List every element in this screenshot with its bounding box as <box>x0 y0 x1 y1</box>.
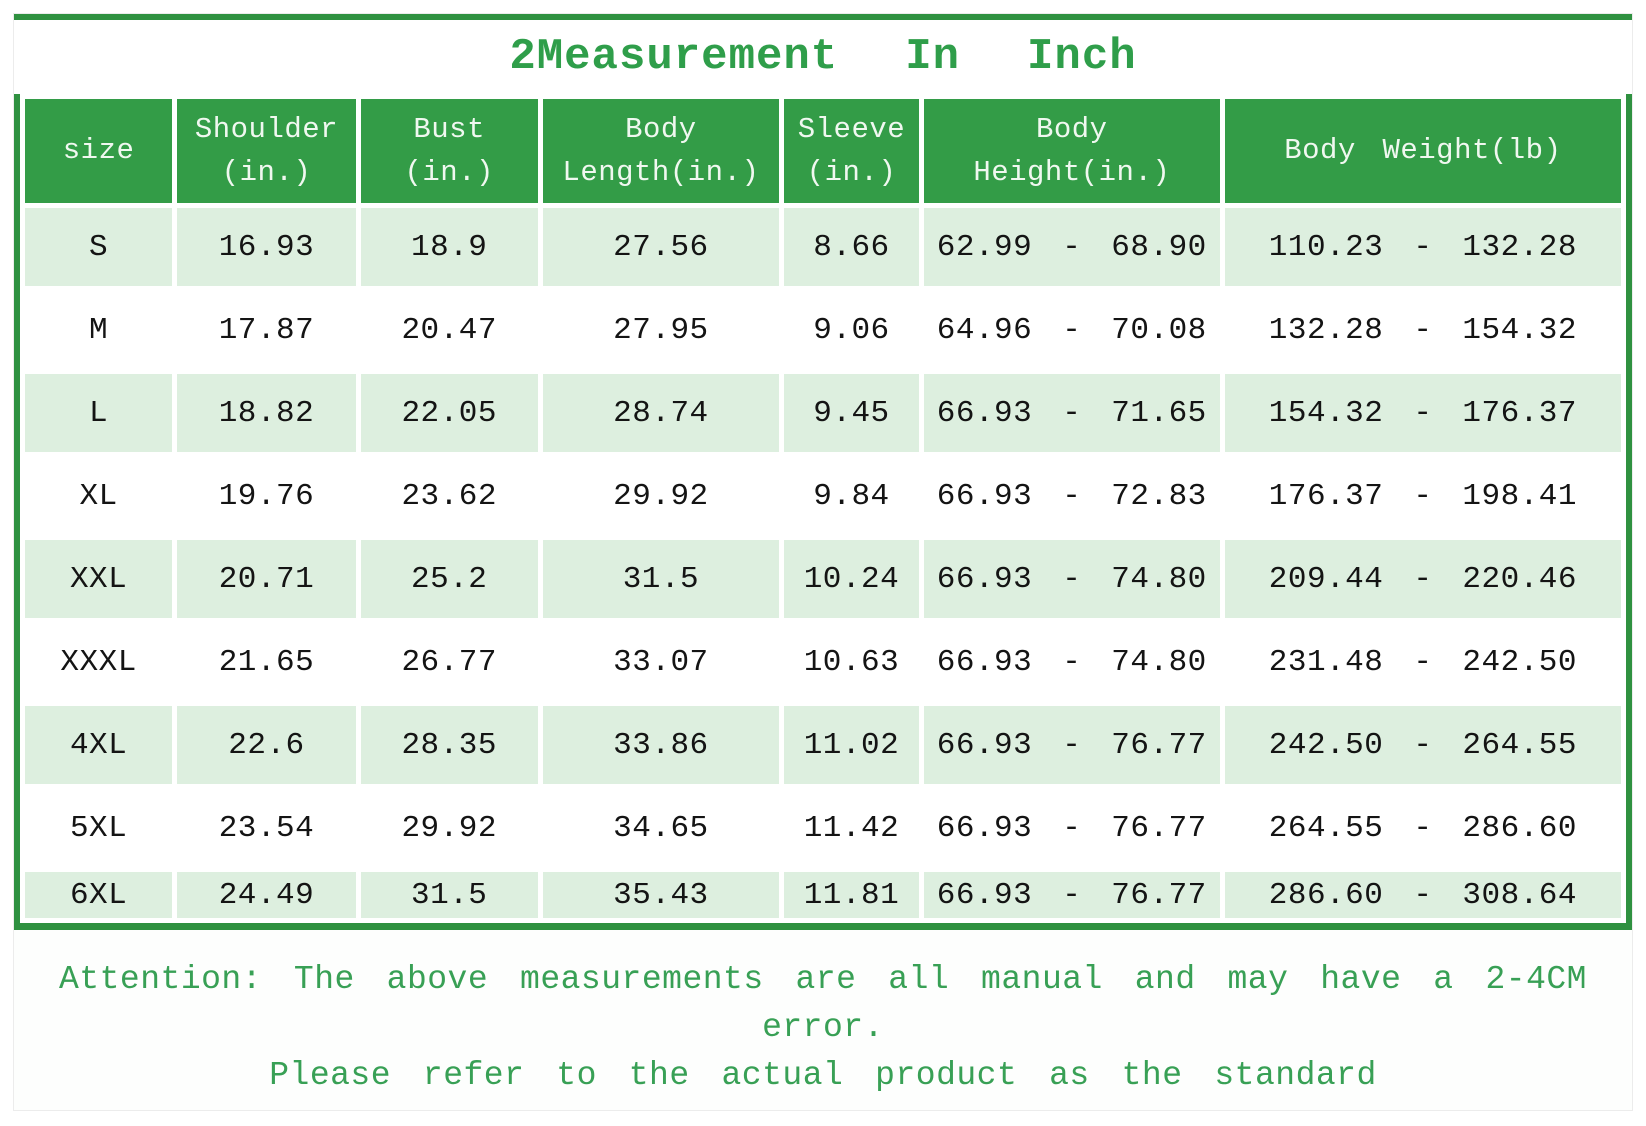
measurement-cell: 27.56 <box>542 208 780 286</box>
table-row: 6XL 24.49 31.5 35.43 11.81 66.93 - 76.77 286.6… <box>25 872 1621 918</box>
measurement-cell: 25.2 <box>360 540 538 618</box>
size-cell: XL <box>25 457 173 535</box>
measurement-cell: 66.93 - 76.77 <box>923 789 1220 867</box>
measurement-cell: 242.50 - 264.55 <box>1224 706 1621 784</box>
measurement-cell: 29.92 <box>542 457 780 535</box>
title-band: 2Measurement In Inch <box>14 20 1632 94</box>
measurement-cell: 31.5 <box>360 872 538 918</box>
measurement-cell: 11.42 <box>784 789 919 867</box>
measurement-cell: 21.65 <box>177 623 356 701</box>
measurement-cell: 27.95 <box>542 291 780 369</box>
measurement-cell: 35.43 <box>542 872 780 918</box>
attention-line-2: Please refer to the actual product as th… <box>269 1056 1377 1094</box>
measurement-cell: 29.92 <box>360 789 538 867</box>
measurement-cell: 66.93 - 72.83 <box>923 457 1220 535</box>
table-row: XXL 20.71 25.2 31.5 10.24 66.93 - 74.80 209.44… <box>25 540 1621 618</box>
measurement-cell: 132.28 - 154.32 <box>1224 291 1621 369</box>
measurement-cell: 33.07 <box>542 623 780 701</box>
content-frame: 2Measurement In Inch size Shoulder (in.) Bu… <box>13 13 1633 1111</box>
size-cell: XXXL <box>25 623 173 701</box>
size-cell: M <box>25 291 173 369</box>
measurement-cell: 66.93 - 76.77 <box>923 706 1220 784</box>
size-cell: 6XL <box>25 872 173 918</box>
measurement-cell: 22.6 <box>177 706 356 784</box>
measurement-cell: 154.32 - 176.37 <box>1224 374 1621 452</box>
measurement-cell: 66.93 - 74.80 <box>923 540 1220 618</box>
measurement-cell: 20.71 <box>177 540 356 618</box>
column-header: Body Height(in.) <box>923 99 1220 203</box>
measurement-cell: 28.74 <box>542 374 780 452</box>
table-row: XL 19.76 23.62 29.92 9.84 66.93 - 72.83 176.37… <box>25 457 1621 535</box>
top-border-line <box>14 14 1632 20</box>
measurement-cell: 18.82 <box>177 374 356 452</box>
measurement-cell: 264.55 - 286.60 <box>1224 789 1621 867</box>
table-row: M 17.87 20.47 27.95 9.06 64.96 - 70.08 132.28 … <box>25 291 1621 369</box>
measurement-cell: 16.93 <box>177 208 356 286</box>
measurement-cell: 66.93 - 71.65 <box>923 374 1220 452</box>
measurement-cell: 9.06 <box>784 291 919 369</box>
column-header: Body Weight(lb) <box>1224 99 1621 203</box>
attention-line-1: Attention: The above measurements are al… <box>59 961 1587 1046</box>
table-row: S 16.93 18.9 27.56 8.66 62.99 - 68.90 110.23 -… <box>25 208 1621 286</box>
column-header: Sleeve (in.) <box>784 99 919 203</box>
size-cell: 4XL <box>25 706 173 784</box>
measurement-cell: 18.9 <box>360 208 538 286</box>
size-cell: S <box>25 208 173 286</box>
measurement-cell: 10.63 <box>784 623 919 701</box>
measurement-cell: 62.99 - 68.90 <box>923 208 1220 286</box>
measurement-cell: 9.45 <box>784 374 919 452</box>
measurement-cell: 66.93 - 76.77 <box>923 872 1220 918</box>
measurement-cell: 11.81 <box>784 872 919 918</box>
column-header: Body Length(in.) <box>542 99 780 203</box>
measurement-cell: 34.65 <box>542 789 780 867</box>
measurement-cell: 209.44 - 220.46 <box>1224 540 1621 618</box>
size-table-frame: size Shoulder (in.) Bust (in.) Body Length(in.… <box>14 94 1632 930</box>
measurement-cell: 10.24 <box>784 540 919 618</box>
column-header: Bust (in.) <box>360 99 538 203</box>
measurement-cell: 9.84 <box>784 457 919 535</box>
measurement-cell: 23.54 <box>177 789 356 867</box>
column-header: size <box>25 99 173 203</box>
measurement-cell: 11.02 <box>784 706 919 784</box>
measurement-cell: 8.66 <box>784 208 919 286</box>
table-row: XXXL 21.65 26.77 33.07 10.63 66.93 - 74.80 231… <box>25 623 1621 701</box>
table-row: 5XL 23.54 29.92 34.65 11.42 66.93 - 76.77 264.… <box>25 789 1621 867</box>
page-title: 2Measurement In Inch <box>509 32 1137 82</box>
measurement-cell: 110.23 - 132.28 <box>1224 208 1621 286</box>
column-header: Shoulder (in.) <box>177 99 356 203</box>
measurement-cell: 20.47 <box>360 291 538 369</box>
size-table-header: size Shoulder (in.) Bust (in.) Body Length(in.… <box>25 99 1621 203</box>
measurement-cell: 22.05 <box>360 374 538 452</box>
measurement-cell: 66.93 - 74.80 <box>923 623 1220 701</box>
measurement-cell: 24.49 <box>177 872 356 918</box>
measurement-cell: 33.86 <box>542 706 780 784</box>
header-row: size Shoulder (in.) Bust (in.) Body Length(in.… <box>25 99 1621 203</box>
size-cell: L <box>25 374 173 452</box>
table-row: 4XL 22.6 28.35 33.86 11.02 66.93 - 76.77 242.5… <box>25 706 1621 784</box>
measurement-cell: 286.60 - 308.64 <box>1224 872 1621 918</box>
measurement-cell: 31.5 <box>542 540 780 618</box>
size-cell: 5XL <box>25 789 173 867</box>
attention-note: Attention: The above measurements are al… <box>14 930 1632 1110</box>
table-row: L 18.82 22.05 28.74 9.45 66.93 - 71.65 154.32 … <box>25 374 1621 452</box>
measurement-cell: 26.77 <box>360 623 538 701</box>
measurement-cell: 28.35 <box>360 706 538 784</box>
measurement-cell: 23.62 <box>360 457 538 535</box>
size-table: size Shoulder (in.) Bust (in.) Body Length(in.… <box>20 94 1626 923</box>
measurement-cell: 64.96 - 70.08 <box>923 291 1220 369</box>
measurement-cell: 231.48 - 242.50 <box>1224 623 1621 701</box>
size-table-body: S 16.93 18.9 27.56 8.66 62.99 - 68.90 110.23 -… <box>25 208 1621 918</box>
size-cell: XXL <box>25 540 173 618</box>
measurement-cell: 17.87 <box>177 291 356 369</box>
measurement-cell: 19.76 <box>177 457 356 535</box>
measurement-cell: 176.37 - 198.41 <box>1224 457 1621 535</box>
